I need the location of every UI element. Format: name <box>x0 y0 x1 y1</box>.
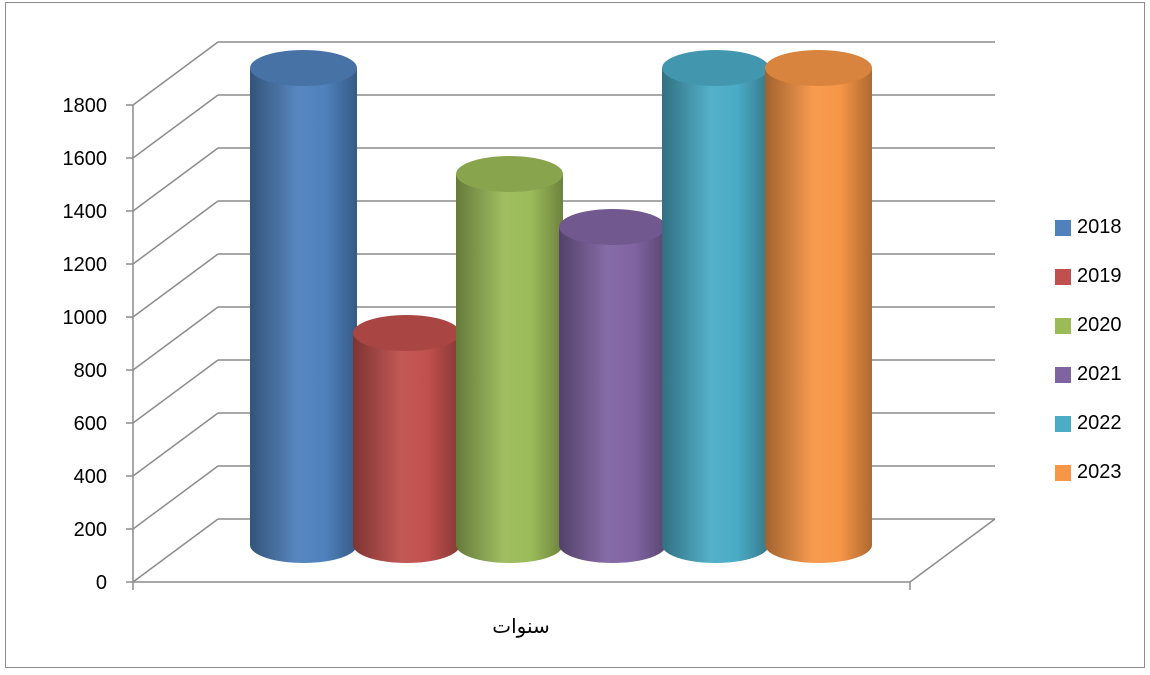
legend-swatch <box>1055 464 1071 481</box>
floor-right-edge <box>909 518 996 583</box>
legend-swatch <box>1055 366 1071 383</box>
legend-label: 2021 <box>1077 363 1122 385</box>
gridline-diagonal <box>132 306 219 371</box>
bar-top <box>765 50 872 86</box>
y-tick-label: 600 <box>74 413 107 435</box>
gridline-diagonal <box>132 518 219 583</box>
y-tick-label: 1400 <box>63 201 108 223</box>
legend-item-2018: 2018 <box>1055 203 1122 252</box>
bar-2020 <box>456 156 563 563</box>
legend-label: 2019 <box>1077 265 1122 287</box>
y-tick-label: 800 <box>74 360 107 382</box>
legend: 2018 2019 2020 2021 2022 2023 <box>1055 203 1122 497</box>
legend-label: 2022 <box>1077 412 1122 434</box>
bars <box>250 50 872 563</box>
legend-item-2021: 2021 <box>1055 350 1122 399</box>
bar-top <box>662 50 769 86</box>
legend-swatch <box>1055 317 1071 334</box>
axes <box>126 104 996 590</box>
x-axis-label: سنوات <box>492 614 550 638</box>
legend-item-2023: 2023 <box>1055 448 1122 497</box>
gridline-diagonal <box>132 147 219 212</box>
legend-swatch <box>1055 219 1071 236</box>
y-tick-label: 1800 <box>63 95 108 117</box>
bar-top <box>353 315 460 351</box>
bar-top <box>456 156 563 192</box>
y-tick-label: 1000 <box>63 307 108 329</box>
gridline-diagonal <box>132 41 219 106</box>
gridline-diagonal <box>132 359 219 424</box>
gridline-diagonal <box>132 253 219 318</box>
bar-2019 <box>353 315 460 563</box>
legend-swatch <box>1055 415 1071 432</box>
gridline-diagonal <box>132 94 219 159</box>
bar-body <box>765 68 872 563</box>
legend-item-2019: 2019 <box>1055 252 1122 301</box>
y-tick-label: 1600 <box>63 148 108 170</box>
bar-body <box>662 68 769 563</box>
bar-body <box>559 227 666 563</box>
bar-2023 <box>765 50 872 563</box>
y-tick-label: 0 <box>96 572 107 594</box>
bar-body <box>250 68 357 563</box>
gridline-diagonal <box>132 465 219 530</box>
bar-2018 <box>250 50 357 563</box>
legend-item-2020: 2020 <box>1055 301 1122 350</box>
bar-top <box>250 50 357 86</box>
legend-label: 2020 <box>1077 314 1122 336</box>
gridline-diagonal <box>132 200 219 265</box>
y-tick-label: 1200 <box>63 254 108 276</box>
bar-body <box>353 333 460 563</box>
y-tick-label: 200 <box>74 519 107 541</box>
y-tick-label: 400 <box>74 466 107 488</box>
bar-2022 <box>662 50 769 563</box>
legend-label: 2023 <box>1077 461 1122 483</box>
legend-label: 2018 <box>1077 216 1122 238</box>
bar-top <box>559 209 666 245</box>
bar-body <box>456 174 563 563</box>
y-tick-labels: 0 200 400 600 800 1000 1200 1400 1600 1800 <box>63 95 108 594</box>
bar-2021 <box>559 209 666 563</box>
legend-swatch <box>1055 268 1071 285</box>
gridline-diagonal <box>132 412 219 477</box>
legend-item-2022: 2022 <box>1055 399 1122 448</box>
